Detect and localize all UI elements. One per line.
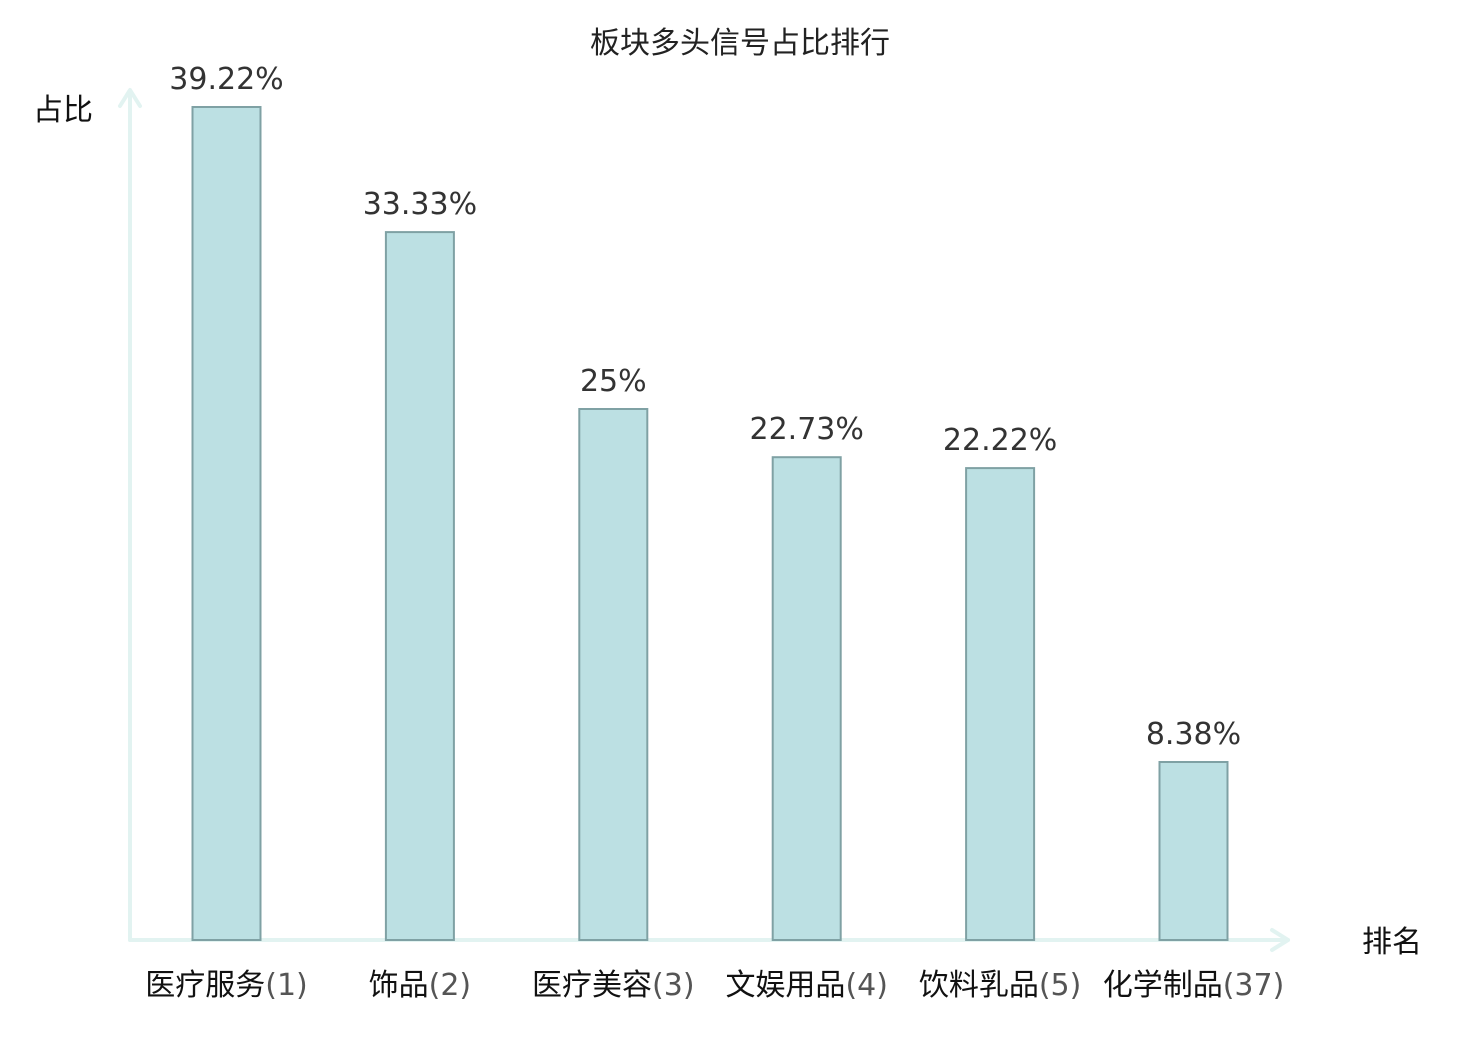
category-tick-label: 医疗美容(3) <box>532 968 695 1003</box>
bar <box>578 408 649 941</box>
category-tick-label: 饰品(2) <box>369 968 472 1003</box>
category-labels: 医疗服务(1) 饰品(2) 医疗美容(3) 文娱用品(4) 饮料乳品(5) 化学制品(37… <box>145 968 1284 1003</box>
bar-value-label: 8.38% <box>1146 717 1241 752</box>
bar-value-label: 22.22% <box>943 423 1057 458</box>
category-rank: (5) <box>1039 968 1082 1003</box>
category-rank: (1) <box>265 968 308 1003</box>
category-name: 医疗美容 <box>532 968 652 1003</box>
category-tick-label: 饮料乳品(5) <box>919 968 1082 1003</box>
category-rank: (3) <box>652 968 695 1003</box>
bar-value-label: 39.22% <box>169 62 283 97</box>
x-axis-arrow <box>1270 928 1290 952</box>
bar-value-label: 33.33% <box>363 187 477 222</box>
category-tick-label: 化学制品(37) <box>1103 968 1285 1003</box>
bar <box>965 467 1036 941</box>
y-axis-label: 占比 <box>33 93 93 128</box>
bar <box>384 231 455 942</box>
category-name: 饮料乳品 <box>919 968 1039 1003</box>
category-name: 文娱用品 <box>725 968 845 1003</box>
category-name: 医疗服务 <box>145 968 265 1003</box>
category-tick-label: 医疗服务(1) <box>145 968 308 1003</box>
category-rank: (37) <box>1223 968 1285 1003</box>
bar <box>1158 761 1229 941</box>
bar <box>771 456 842 941</box>
x-axis-label: 排名 <box>1362 925 1422 960</box>
category-tick-label: 文娱用品(4) <box>725 968 888 1003</box>
axes <box>118 88 1290 952</box>
bars <box>191 106 1229 942</box>
category-name: 饰品 <box>369 968 429 1003</box>
category-name: 化学制品 <box>1103 968 1223 1003</box>
bar-value-label: 22.73% <box>750 412 864 447</box>
chart-title: 板块多头信号占比排行 <box>590 26 890 61</box>
bar-value-label: 25% <box>580 364 647 399</box>
value-labels: 39.22% 33.33% 25% 22.73% 22.22% 8.38% <box>169 62 1241 752</box>
category-rank: (2) <box>429 968 472 1003</box>
bar <box>191 106 262 941</box>
category-rank: (4) <box>845 968 888 1003</box>
y-axis-arrow <box>118 88 142 108</box>
